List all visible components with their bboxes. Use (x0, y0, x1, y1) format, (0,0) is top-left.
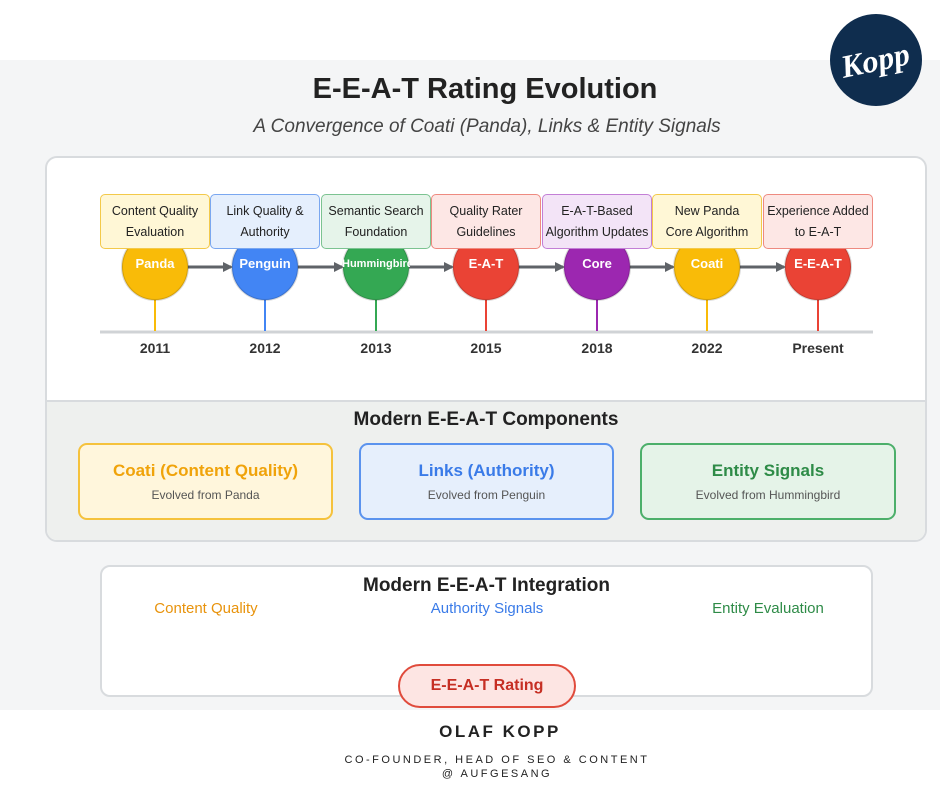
component-card-coati: Coati (Content Quality) Evolved from Pan… (78, 443, 333, 520)
component-title: Entity Signals (711, 461, 825, 480)
integration-title: Modern E-E-A-T Integration (363, 575, 610, 596)
timeline-label-box: Link Quality & Authority (210, 194, 320, 249)
timeline-label-line: Link Quality & (226, 203, 304, 218)
page-title: E-E-A-T Rating Evolution (312, 73, 658, 105)
timeline-label-line: Evaluation (125, 224, 185, 239)
timeline-label-line: Semantic Search (328, 203, 424, 218)
timeline-label-line: Core Algorithm (665, 224, 749, 239)
component-subtitle: Evolved from Hummingbird (695, 488, 841, 502)
timeline-label-box: Quality Rater Guidelines (431, 194, 541, 249)
author-company: @ AUFGESANG (441, 768, 553, 780)
timeline-label-line: Guidelines (456, 224, 516, 239)
kopp-logo: Kopp (830, 14, 922, 106)
timeline-year: 2013 (360, 340, 392, 356)
timeline-label-box: Semantic Search Foundation (321, 194, 431, 249)
timeline-label-line: Content Quality (111, 203, 199, 218)
timeline-node-label: Hummingbird (342, 258, 410, 270)
source-label-content-quality: Content Quality (154, 600, 258, 617)
component-card-links: Links (Authority) Evolved from Penguin (359, 443, 614, 520)
timeline-label-line: Quality Rater (449, 203, 523, 218)
timeline-year: 2018 (581, 340, 613, 356)
timeline-year: Present (792, 340, 844, 356)
timeline-label-line: E-A-T-Based (561, 203, 633, 218)
author-name: OLAF KOPP (439, 722, 561, 741)
timeline-label-box: New Panda Core Algorithm (652, 194, 762, 249)
timeline-node-label: Core (582, 256, 612, 271)
timeline-label-line: Experience Added (767, 203, 869, 218)
author-role: CO-FOUNDER, HEAD OF SEO & CONTENT (344, 754, 650, 766)
timeline-label-line: Algorithm Updates (545, 224, 649, 239)
page-subtitle: A Convergence of Coati (Panda), Links & … (253, 116, 721, 137)
timeline-node-label: Penguin (239, 256, 291, 271)
timeline-year: 2011 (139, 340, 171, 356)
timeline-node-label: E-E-A-T (794, 256, 842, 271)
component-title: Coati (Content Quality) (112, 461, 299, 480)
source-label-entity-evaluation: Entity Evaluation (712, 600, 824, 617)
component-subtitle: Evolved from Penguin (427, 488, 546, 502)
timeline-label-line: New Panda (674, 203, 740, 218)
timeline-label-line: to E-A-T (794, 224, 842, 239)
timeline-node-label: Panda (135, 256, 175, 271)
components-title: Modern E-E-A-T Components (353, 409, 619, 430)
timeline-node-label: Coati (690, 256, 724, 271)
component-card-entity: Entity Signals Evolved from Hummingbird (640, 443, 896, 520)
timeline-year: 2012 (249, 340, 281, 356)
kopp-logo-mark: Kopp (837, 35, 913, 85)
source-label-authority-signals: Authority Signals (430, 600, 544, 617)
timeline-label-box: Experience Added to E-A-T (763, 194, 873, 249)
component-subtitle: Evolved from Panda (151, 488, 260, 502)
timeline-year: 2015 (470, 340, 502, 356)
timeline-label-box: E-A-T-Based Algorithm Updates (542, 194, 652, 249)
eeat-rating-node: E-E-A-T Rating (398, 664, 576, 708)
timeline-node-label: E-A-T (468, 256, 504, 271)
component-title: Links (Authority) (418, 461, 555, 480)
timeline-label-box: Content Quality Evaluation (100, 194, 210, 249)
timeline-label-line: Authority (240, 224, 290, 239)
timeline-label-line: Foundation (344, 224, 408, 239)
timeline-year: 2022 (691, 340, 723, 356)
